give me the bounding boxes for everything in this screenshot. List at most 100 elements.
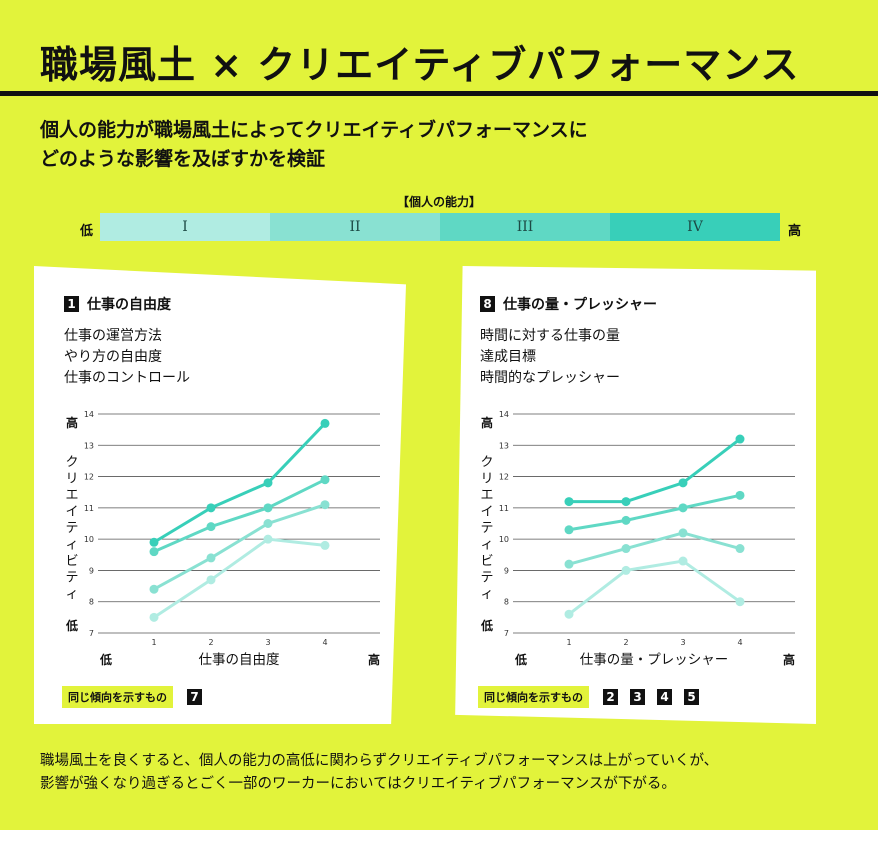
y-tick-label: 13 [499, 441, 509, 450]
data-point [564, 609, 574, 619]
ability-level-label: II [349, 219, 361, 235]
conclusion-line-2: 影響が強くなり過ぎるとごく一部のワーカーにおいてはクリエイティブパフォーマンスが… [40, 776, 676, 792]
x-axis-title: 仕事の自由度 [199, 652, 280, 668]
data-point [678, 478, 688, 488]
ability-level-3: III [440, 213, 610, 241]
panel-heading-label: 仕事の量・プレッシャー [503, 297, 657, 313]
data-point [735, 597, 745, 607]
ability-scale-bar: I II III IV [100, 213, 780, 241]
series-line-level-3 [568, 493, 741, 532]
x-tick-label: 2 [623, 638, 628, 647]
y-tick-label: 13 [84, 441, 94, 450]
ability-scale-caption: 【個人の能力】 [396, 195, 481, 209]
panel-heading-label: 仕事の自由度 [87, 297, 171, 313]
factor-number-badge: 4 [657, 689, 672, 705]
series-line-level-2 [568, 531, 741, 566]
data-point [320, 418, 330, 428]
x-axis-low-label: 低 [99, 652, 112, 667]
ability-level-label: III [516, 219, 534, 235]
data-point [678, 503, 688, 513]
data-point [206, 503, 216, 513]
factor-number-badge: 3 [630, 689, 645, 705]
data-point [206, 522, 216, 532]
ability-level-label: I [182, 219, 188, 235]
data-point [735, 490, 745, 500]
subtitle-line-2: どのような影響を及ぼすかを検証 [40, 148, 326, 170]
ability-level-4: IV [610, 213, 780, 241]
bottom-band [0, 830, 878, 844]
y-axis-low-label: 低 [65, 618, 78, 633]
similar-trend-label: 同じ傾向を示すもの [62, 686, 173, 708]
y-tick-label: 8 [504, 598, 509, 607]
y-tick-label: 14 [499, 410, 509, 419]
x-tick-label: 3 [680, 638, 685, 647]
series-line-level-2 [153, 503, 326, 591]
y-tick-label: 14 [84, 410, 94, 419]
y-axis-title: クリエイティビティ [480, 455, 493, 602]
description-line: 達成目標 [480, 349, 536, 365]
x-tick-label: 1 [151, 638, 156, 647]
x-axis-low-label: 低 [514, 652, 527, 667]
data-point [621, 565, 631, 575]
ability-level-2: II [270, 213, 440, 241]
y-tick-label: 12 [499, 473, 509, 482]
similar-trend-legend: 同じ傾向を示すもの 7 [62, 686, 214, 708]
data-point [149, 612, 159, 622]
y-tick-label: 12 [84, 473, 94, 482]
conclusion-text: 職場風土を良くすると、個人の能力の高低に関わらずクリエイティブパフォーマンスは上… [40, 750, 718, 796]
ability-level-label: IV [687, 219, 703, 235]
x-tick-label: 2 [208, 638, 213, 647]
y-tick-label: 11 [84, 504, 94, 513]
y-axis-low-label: 低 [480, 618, 493, 633]
subtitle-line-1: 個人の能力が職場風土によってクリエイティブパフォーマンスに [40, 119, 588, 141]
factor-number-badge: 8 [480, 296, 495, 312]
factor-number-badge: 7 [187, 689, 202, 705]
conclusion-line-1: 職場風土を良くすると、個人の能力の高低に関わらずクリエイティブパフォーマンスは上… [40, 753, 719, 769]
y-tick-label: 9 [504, 566, 509, 575]
y-tick-label: 8 [89, 598, 94, 607]
similar-trend-label: 同じ傾向を示すもの [478, 686, 589, 708]
data-point [149, 537, 159, 547]
data-point [320, 540, 330, 550]
ability-scale-low: 低 [80, 224, 94, 239]
data-point [149, 547, 159, 557]
data-point [621, 497, 631, 507]
data-point [621, 515, 631, 525]
series-line-level-3 [153, 478, 326, 554]
y-tick-label: 10 [84, 535, 94, 544]
data-point [678, 556, 688, 566]
data-point [263, 534, 273, 544]
series-line-level-4 [569, 437, 741, 504]
description-line: 仕事のコントロール [64, 370, 190, 386]
x-axis-title: 仕事の量・プレッシャー [580, 652, 729, 668]
x-tick-label: 4 [737, 638, 742, 647]
x-axis-high-label: 高 [783, 652, 795, 667]
page-subtitle: 個人の能力が職場風土によってクリエイティブパフォーマンスに どのような影響を及ぼ… [40, 116, 588, 174]
data-point [263, 519, 273, 528]
factor-number-badge: 5 [684, 689, 699, 705]
data-point [564, 525, 574, 535]
series-line-level-4 [153, 422, 327, 544]
description-line: 仕事の運営方法 [64, 328, 162, 344]
data-point [621, 544, 631, 554]
x-tick-label: 3 [265, 638, 270, 647]
panel-description: 仕事の運営方法 やり方の自由度 仕事のコントロール [64, 326, 190, 389]
data-point [564, 559, 574, 569]
data-point [320, 475, 330, 485]
ability-level-1: I [100, 213, 270, 241]
panel-work-freedom: 1 仕事の自由度 仕事の運営方法 やり方の自由度 仕事のコントロール 7 8 9 10… [34, 266, 406, 724]
y-tick-label: 11 [499, 504, 509, 513]
data-point [206, 575, 216, 585]
y-tick-label: 9 [89, 566, 94, 575]
y-tick-label: 10 [499, 535, 509, 544]
y-tick-label: 7 [89, 629, 94, 638]
data-point [564, 497, 574, 507]
y-tick-label: 7 [504, 629, 509, 638]
data-point [735, 544, 745, 554]
data-point [149, 584, 159, 594]
panel-description: 時間に対する仕事の量 達成目標 時間的なプレッシャー [480, 326, 620, 389]
data-point [263, 478, 273, 488]
panel-heading: 8 仕事の量・プレッシャー [480, 294, 657, 314]
